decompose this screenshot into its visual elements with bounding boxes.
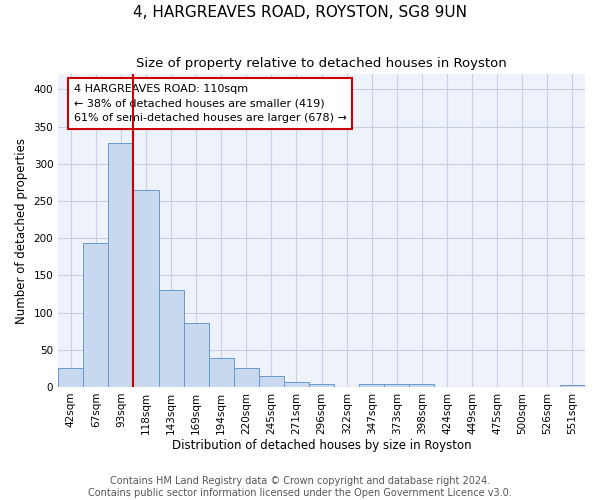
Text: 4 HARGREAVES ROAD: 110sqm
← 38% of detached houses are smaller (419)
61% of semi: 4 HARGREAVES ROAD: 110sqm ← 38% of detac… [74,84,347,124]
Bar [385,384,409,387]
Bar [284,382,309,387]
Bar [83,244,109,387]
X-axis label: Distribution of detached houses by size in Royston: Distribution of detached houses by size … [172,440,472,452]
Bar [234,368,259,387]
Bar [133,190,158,387]
Text: 4, HARGREAVES ROAD, ROYSTON, SG8 9UN: 4, HARGREAVES ROAD, ROYSTON, SG8 9UN [133,5,467,20]
Title: Size of property relative to detached houses in Royston: Size of property relative to detached ho… [136,58,507,70]
Bar [109,143,133,387]
Bar [259,376,284,387]
Y-axis label: Number of detached properties: Number of detached properties [15,138,28,324]
Bar [359,384,385,387]
Bar [560,384,585,387]
Text: Contains HM Land Registry data © Crown copyright and database right 2024.
Contai: Contains HM Land Registry data © Crown c… [88,476,512,498]
Bar [209,358,234,387]
Bar [309,384,334,387]
Bar [184,323,209,387]
Bar [158,290,184,387]
Bar [58,368,83,387]
Bar [409,384,434,387]
